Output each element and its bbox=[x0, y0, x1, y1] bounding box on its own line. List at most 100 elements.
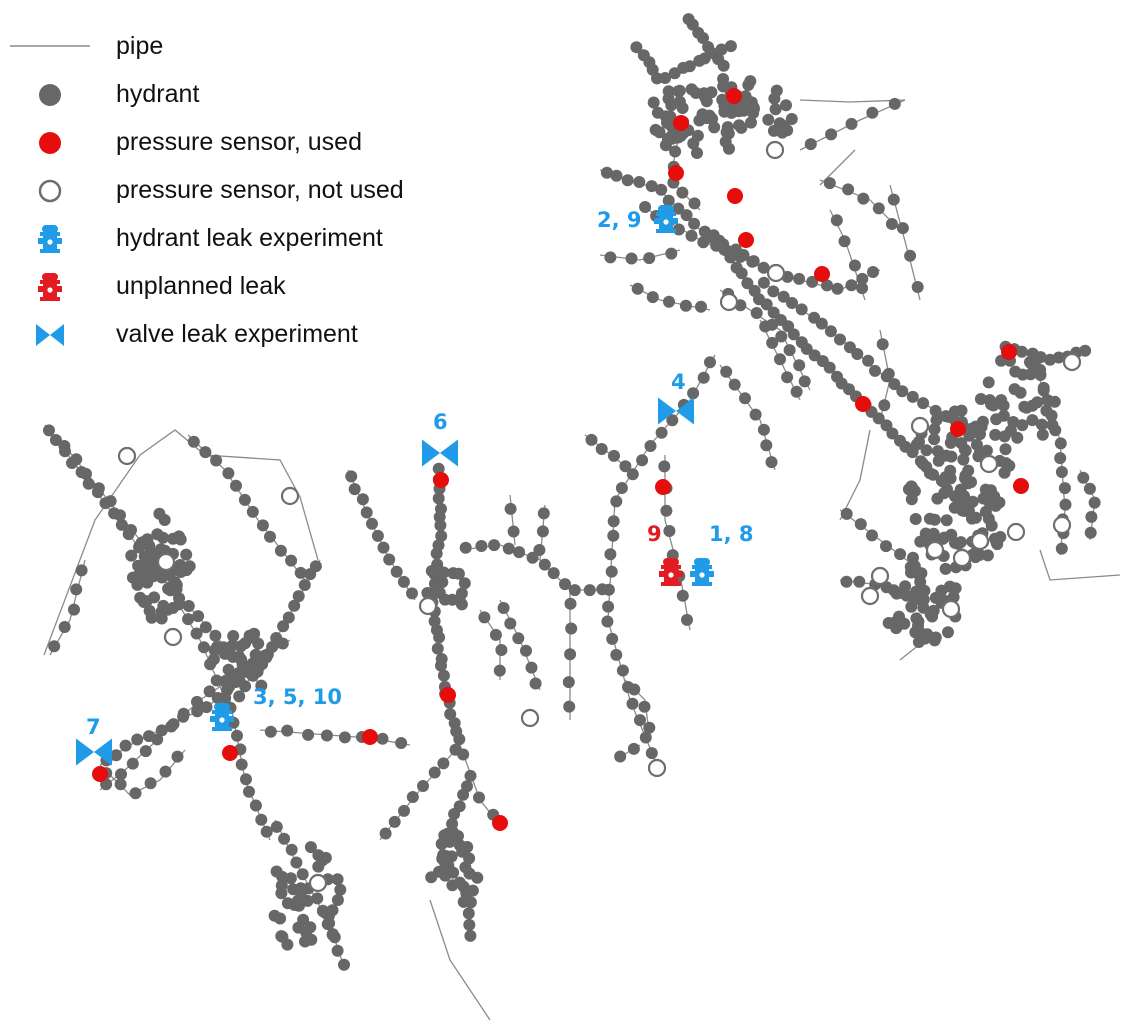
hydrant bbox=[882, 367, 895, 380]
hydrant bbox=[806, 275, 819, 288]
hydrant bbox=[916, 457, 929, 470]
hydrant bbox=[437, 669, 450, 682]
hydrant bbox=[896, 222, 909, 235]
hydrant bbox=[153, 507, 166, 520]
hydrant bbox=[878, 399, 891, 412]
hydrant bbox=[305, 933, 318, 946]
unused-sensor bbox=[941, 599, 961, 619]
hydrant bbox=[636, 454, 649, 467]
hydrant bbox=[982, 376, 995, 389]
hydrant bbox=[893, 610, 905, 623]
hydrant bbox=[388, 815, 401, 828]
hydrant bbox=[944, 436, 957, 449]
hydrant bbox=[165, 720, 178, 733]
hydrant bbox=[928, 634, 941, 647]
hydrant bbox=[821, 279, 833, 292]
used-sensor bbox=[727, 188, 743, 204]
hydrant bbox=[732, 105, 745, 118]
hydrant bbox=[765, 456, 778, 469]
hydrant bbox=[628, 683, 641, 696]
hydrant bbox=[436, 576, 449, 589]
hydrant bbox=[82, 477, 95, 490]
hydrant bbox=[434, 519, 447, 532]
hydrant bbox=[876, 338, 889, 351]
hydrant bbox=[601, 615, 614, 628]
hydrant bbox=[610, 495, 623, 508]
hydrant bbox=[493, 664, 506, 677]
hydrant bbox=[845, 117, 858, 130]
hydrant bbox=[687, 387, 700, 400]
legend-label-sensor-used: pressure sensor, used bbox=[116, 128, 362, 156]
hydrant bbox=[1016, 419, 1029, 432]
hydrant bbox=[187, 435, 200, 448]
hydrant bbox=[171, 750, 184, 763]
hydrant bbox=[432, 462, 445, 475]
hydrant bbox=[955, 404, 968, 417]
hydrant bbox=[1054, 437, 1067, 450]
hydrant-collar bbox=[40, 232, 60, 236]
hydrant bbox=[856, 272, 869, 285]
legend-label-sensor-unused: pressure sensor, not used bbox=[116, 176, 404, 204]
pipe bbox=[839, 429, 871, 521]
hydrant bbox=[199, 446, 212, 459]
hydrant bbox=[944, 464, 957, 477]
hydrant bbox=[923, 467, 936, 480]
hydrant bbox=[662, 92, 675, 105]
used-sensor bbox=[950, 421, 966, 437]
hydrant bbox=[200, 701, 213, 714]
hydrant bbox=[769, 103, 782, 116]
hydrant bbox=[456, 840, 469, 853]
hydrant bbox=[446, 879, 459, 892]
hydrant-nozzle bbox=[57, 238, 62, 244]
hydrant bbox=[366, 517, 378, 530]
hydrant bbox=[1079, 344, 1092, 357]
hydrant bbox=[697, 371, 710, 384]
hydrant bbox=[912, 615, 925, 628]
hydrant bbox=[767, 285, 780, 298]
hydrant bbox=[655, 183, 668, 196]
red-dot-icon bbox=[39, 132, 61, 154]
hydrant bbox=[724, 40, 737, 53]
hydrant bbox=[798, 375, 811, 388]
hydrant bbox=[446, 593, 459, 606]
hydrant bbox=[610, 648, 623, 661]
hydrant bbox=[192, 610, 205, 623]
hydrant bbox=[383, 553, 396, 566]
hydrant bbox=[334, 883, 347, 896]
hydrant bbox=[125, 549, 138, 562]
hydrant bbox=[645, 747, 658, 760]
hydrant bbox=[114, 509, 126, 522]
hydrant-nozzle bbox=[210, 716, 215, 722]
hydrant bbox=[222, 467, 235, 480]
hydrant-nozzle bbox=[229, 716, 234, 722]
hydrant-cap bbox=[42, 273, 58, 281]
hydrant bbox=[502, 542, 515, 555]
hydrant bbox=[683, 60, 696, 73]
hydrant bbox=[929, 404, 942, 417]
hydrant bbox=[110, 749, 123, 762]
hydrant bbox=[851, 348, 864, 360]
hydrant bbox=[744, 75, 757, 88]
hydrant bbox=[294, 882, 307, 895]
hydrant bbox=[455, 598, 468, 611]
hydrant bbox=[49, 434, 62, 446]
hydrant-nozzle bbox=[38, 286, 43, 292]
hydrant bbox=[448, 808, 461, 820]
pipe bbox=[799, 99, 906, 103]
hydrant bbox=[607, 529, 620, 542]
hydrant bbox=[473, 791, 485, 804]
hydrant bbox=[58, 621, 71, 633]
hydrant bbox=[606, 632, 619, 645]
hydrant bbox=[926, 610, 939, 623]
legend-label-hydrant-leak: hydrant leak experiment bbox=[116, 224, 383, 252]
hydrant-base bbox=[212, 727, 232, 731]
hydrant bbox=[459, 541, 472, 554]
hydrant bbox=[902, 483, 915, 496]
pipe-line-icon bbox=[10, 45, 90, 47]
hydrant bbox=[245, 666, 258, 679]
hydrant bbox=[512, 632, 525, 645]
hydrant bbox=[866, 529, 878, 542]
hydrant bbox=[627, 742, 640, 755]
hydrant bbox=[264, 530, 276, 543]
